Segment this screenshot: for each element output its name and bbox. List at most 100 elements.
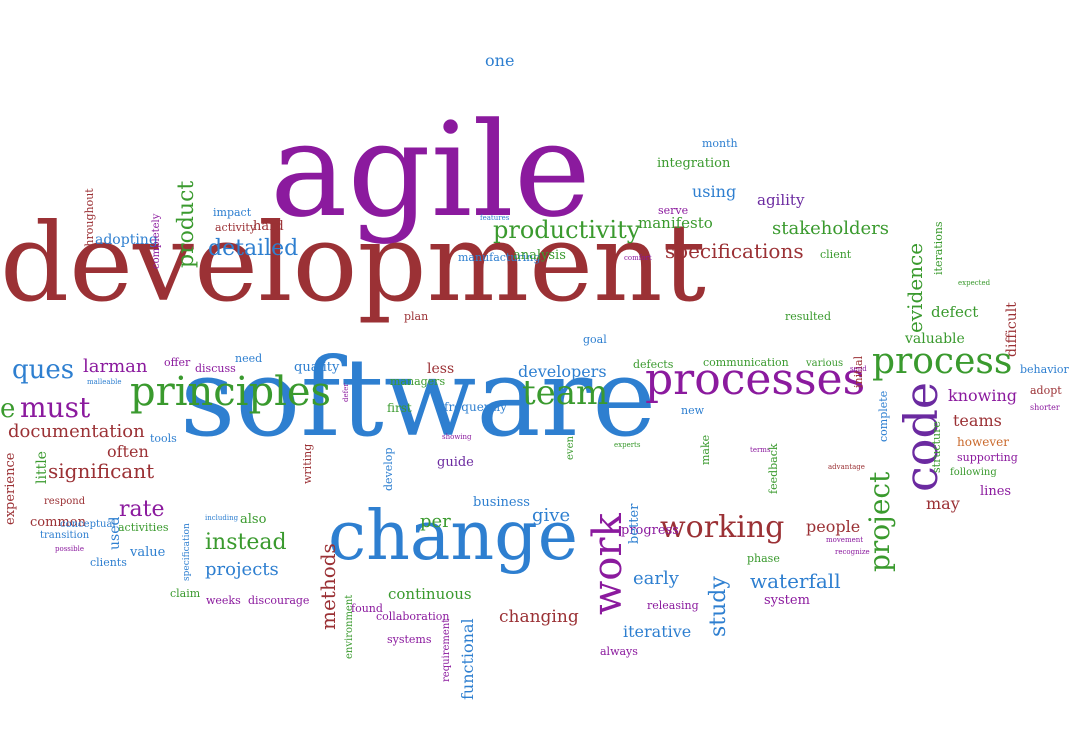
word-hard: hard <box>253 219 284 234</box>
word-first: first <box>387 401 412 415</box>
word-documentation: documentation <box>8 421 145 442</box>
word-however: however <box>957 435 1009 449</box>
word-behavior: behavior <box>1020 363 1069 376</box>
word-lines: lines <box>980 484 1012 499</box>
word-iterations: iterations <box>932 221 945 275</box>
word-resulted: resulted <box>785 310 831 323</box>
word-recognize: recognize <box>835 548 870 556</box>
word-system: system <box>764 593 810 608</box>
word-features: features <box>480 214 510 222</box>
word-value: value <box>130 545 166 560</box>
word-make: make <box>699 434 712 465</box>
word-discourage: discourage <box>248 594 310 607</box>
word-using: using <box>692 182 737 201</box>
word-little: little <box>34 451 50 484</box>
word-also: also <box>240 512 267 527</box>
word-phase: phase <box>747 552 780 565</box>
word-movement: movement <box>826 536 864 544</box>
word-methods: methods <box>316 543 340 630</box>
word-throughout: throughout <box>83 188 96 251</box>
word-discuss: discuss <box>195 362 236 375</box>
word-expected: expected <box>958 279 991 287</box>
word-systems: systems <box>387 633 432 646</box>
word-defer: defer <box>342 383 350 402</box>
word-following: following <box>950 467 997 478</box>
word-functional: functional <box>458 618 477 700</box>
word-better: better <box>627 503 642 544</box>
word-working: working <box>660 510 785 545</box>
word-supporting: supporting <box>957 451 1018 464</box>
word-team: team <box>522 373 609 413</box>
word-knowing: knowing <box>948 386 1017 405</box>
word-agile: agile <box>270 94 591 246</box>
word-various: various <box>806 358 844 369</box>
word-writing: writing <box>301 443 314 484</box>
word-change: change <box>328 497 578 576</box>
word-detailed: detailed <box>208 236 299 261</box>
word-month: month <box>702 137 738 150</box>
word-specifications: specifications <box>665 239 804 263</box>
word-comfort: comfort <box>624 254 652 262</box>
word-structure: structure <box>930 421 943 473</box>
word-difficult: difficult <box>1004 302 1020 357</box>
word-must: must <box>20 391 91 424</box>
word-ques: ques <box>12 355 75 385</box>
word-send: send <box>850 365 867 373</box>
word-principles: principles <box>130 369 332 415</box>
word-advantage: advantage <box>828 463 865 471</box>
word-including: including <box>205 514 239 522</box>
word-experience: experience <box>3 452 18 525</box>
word-even: even <box>565 436 576 460</box>
word-tools: tools <box>150 432 177 445</box>
word-specification: specification <box>182 523 192 581</box>
word-transition: transition <box>40 530 90 541</box>
word-manifesto: manifesto <box>638 214 713 232</box>
word-common: common <box>30 515 86 530</box>
word-instead: instead <box>205 530 287 555</box>
word-project: project <box>863 471 896 572</box>
word-conceptual: conceptual <box>60 519 116 530</box>
word-people: people <box>806 517 861 536</box>
word-experts: experts <box>614 441 641 449</box>
word-claim: claim <box>170 587 201 600</box>
word-showing: showing <box>442 433 472 441</box>
word-shorter: shorter <box>1030 403 1060 412</box>
word-larman: larman <box>83 356 148 377</box>
word-plan: plan <box>404 310 429 323</box>
word-adopt: adopt <box>1030 384 1062 397</box>
word-rate: rate <box>119 497 165 522</box>
word-often: often <box>107 442 149 461</box>
word-analysis: analysis <box>513 248 566 263</box>
word-teams: teams <box>953 411 1002 430</box>
word-continuous: continuous <box>388 585 472 603</box>
word-e: e <box>0 394 16 424</box>
word-clients: clients <box>90 556 127 569</box>
word-offer: offer <box>164 356 191 369</box>
word-progress: progress <box>621 523 679 538</box>
word-collaboration: collaboration <box>376 610 450 623</box>
word-agility: agility <box>757 191 805 209</box>
word-activities: activities <box>118 521 169 534</box>
word-goal: goal <box>583 333 607 346</box>
word-develop: develop <box>382 447 395 491</box>
word-integration: integration <box>657 156 731 171</box>
word-less: less <box>427 361 455 377</box>
word-feedback: feedback <box>767 443 780 494</box>
word-changing: changing <box>499 607 579 627</box>
word-activity: activity <box>215 221 257 234</box>
word-managers: managers <box>390 375 446 388</box>
word-weeks: weeks <box>206 594 241 607</box>
word-completely: completely <box>151 213 162 269</box>
word-environment: environment <box>344 594 355 659</box>
word-defect: defect <box>931 303 979 321</box>
word-quality: quality <box>294 360 340 375</box>
word-new: new <box>681 404 705 417</box>
word-developers: developers <box>518 362 607 381</box>
word-early: early <box>633 568 679 589</box>
word-impact: impact <box>213 206 252 219</box>
word-always: always <box>600 645 638 658</box>
word-waterfall: waterfall <box>750 569 841 593</box>
word-respond: respond <box>44 496 86 507</box>
word-significant: significant <box>48 459 155 483</box>
word-adopting: adopting <box>95 232 158 248</box>
